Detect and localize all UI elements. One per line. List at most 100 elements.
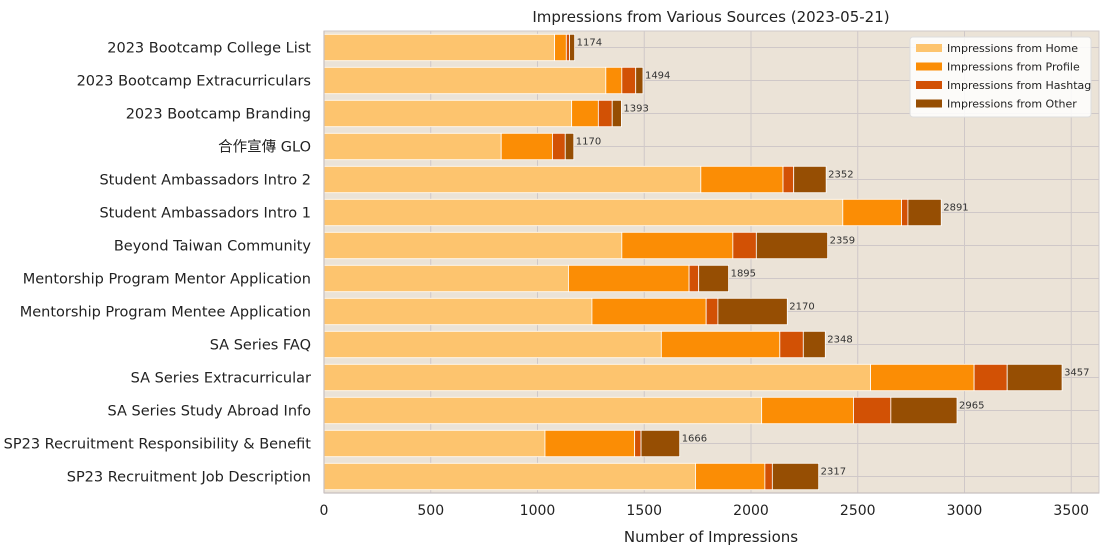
bar-segment-impressions-from-home [323, 396, 763, 425]
bar-segment-impressions-from-hashtag [597, 99, 613, 128]
plot-area: 0 500 1000 1500 2000 2500 3000 3500 2317 SP23 Rec… [4, 30, 1100, 519]
y-category-label: Beyond Taiwan Community [114, 239, 312, 255]
x-tick-label: 3000 [947, 503, 983, 519]
bar-segment-impressions-from-profile [870, 363, 975, 392]
y-category-label: Student Ambassadors Intro 2 [99, 173, 311, 189]
bar-total-label: 2352 [828, 170, 853, 181]
y-category-label: Student Ambassadors Intro 1 [99, 206, 311, 222]
bar-segment-impressions-from-other [717, 297, 788, 326]
bar-segment-impressions-from-hashtag [565, 33, 570, 62]
bar-segment-impressions-from-home [323, 264, 569, 293]
bar-total-label: 1895 [731, 269, 756, 280]
bar-total-label: 2359 [830, 236, 855, 247]
bar-total-label: 2317 [821, 467, 846, 478]
bar-segment-impressions-from-profile [761, 396, 854, 425]
bar-total-label: 1174 [577, 38, 602, 49]
x-tick-label: 1000 [520, 503, 556, 519]
y-category-label: 2023 Bootcamp Branding [126, 107, 311, 123]
bar-segment-impressions-from-home [323, 165, 702, 194]
legend-swatch [916, 44, 942, 52]
y-category-label: SP23 Recruitment Responsibility & Benefi… [4, 437, 312, 453]
chart-title: Impressions from Various Sources (2023-0… [532, 8, 889, 26]
legend-swatch [916, 62, 942, 71]
bar-total-label: 3457 [1064, 368, 1089, 379]
legend-swatch [916, 99, 942, 108]
legend-label: Impressions from Other [947, 98, 1077, 111]
bar-segment-impressions-from-other [802, 330, 826, 359]
bar-total-label: 2891 [943, 203, 968, 214]
y-category-label: SA Series Study Abroad Info [108, 404, 312, 420]
bar-segment-impressions-from-home [323, 33, 555, 62]
bar-total-label: 2965 [959, 401, 984, 412]
bar-segment-impressions-from-other [635, 66, 644, 95]
bar-segment-impressions-from-other [640, 429, 681, 458]
bar-segment-impressions-from-home [323, 99, 573, 128]
bar-segment-impressions-from-home [323, 363, 871, 392]
bar-segment-impressions-from-home [323, 66, 607, 95]
bar-segment-impressions-from-profile [700, 165, 784, 194]
y-category-label: 2023 Bootcamp Extracurriculars [77, 74, 311, 90]
bar-segment-impressions-from-hashtag [853, 396, 892, 425]
y-category-label: 2023 Bootcamp College List [107, 41, 311, 57]
bar-segment-impressions-from-profile [544, 429, 636, 458]
x-axis-label: Number of Impressions [624, 528, 798, 546]
bar-segment-impressions-from-profile [571, 99, 599, 128]
bar-segment-impressions-from-hashtag [901, 198, 909, 227]
bar-segment-impressions-from-other [907, 198, 942, 227]
bar-segment-impressions-from-hashtag [552, 132, 566, 161]
y-category-label: SA Series FAQ [210, 338, 311, 354]
legend-swatch [916, 81, 942, 89]
bar-segment-impressions-from-profile [500, 132, 553, 161]
bar-segment-impressions-from-other [755, 231, 829, 260]
bar-segment-impressions-from-other [611, 99, 622, 128]
bar-segment-impressions-from-hashtag [688, 264, 700, 293]
legend: Impressions from Home Impressions from Pr… [909, 36, 1092, 118]
bar-total-label: 1170 [576, 137, 601, 148]
bar-segment-impressions-from-home [323, 198, 844, 227]
y-category-label: Mentorship Program Mentor Application [23, 272, 311, 288]
legend-label: Impressions from Hashtag [947, 79, 1091, 92]
bar-segment-impressions-from-profile [695, 462, 766, 491]
bar-segment-impressions-from-other [698, 264, 729, 293]
bar-total-label: 2170 [789, 302, 814, 313]
bar-segment-impressions-from-profile [842, 198, 902, 227]
bar-segment-impressions-from-profile [621, 231, 734, 260]
y-category-label: 合作宣傳 GLO [218, 139, 311, 156]
bar-segment-impressions-from-other [564, 132, 575, 161]
bar-segment-impressions-from-profile [591, 297, 707, 326]
x-tick-label: 1500 [626, 503, 662, 519]
bar-segment-impressions-from-hashtag [782, 165, 795, 194]
bar-segment-impressions-from-profile [554, 33, 567, 62]
bar-segment-impressions-from-hashtag [764, 462, 773, 491]
bar-total-label: 1494 [645, 71, 670, 82]
legend-label: Impressions from Profile [947, 61, 1080, 74]
bar-segment-impressions-from-hashtag [634, 429, 642, 458]
bar-segment-impressions-from-home [323, 330, 662, 359]
bar-segment-impressions-from-hashtag [705, 297, 719, 326]
legend-box [909, 36, 1092, 118]
bar-segment-impressions-from-home [323, 231, 623, 260]
bar-segment-impressions-from-hashtag [779, 330, 804, 359]
bar-segment-impressions-from-hashtag [973, 363, 1008, 392]
y-category-label: SP23 Recruitment Job Description [67, 470, 311, 486]
bar-total-label: 1666 [682, 434, 707, 445]
bar-segment-impressions-from-home [323, 297, 593, 326]
bar-segment-impressions-from-hashtag [732, 231, 757, 260]
bar-segment-impressions-from-other [1006, 363, 1063, 392]
bar-total-label: 1393 [623, 104, 648, 115]
bar-segment-impressions-from-other [771, 462, 820, 491]
x-tick-label: 2000 [733, 503, 769, 519]
y-category-label: Mentorship Program Mentee Application [20, 305, 311, 321]
x-tick-label: 500 [417, 503, 444, 519]
y-category-label: SA Series Extracurricular [131, 371, 311, 387]
bar-segment-impressions-from-other [569, 33, 576, 62]
bar-segment-impressions-from-profile [568, 264, 690, 293]
bar-segment-impressions-from-other [890, 396, 958, 425]
x-tick-label: 2500 [840, 503, 876, 519]
bar-segment-impressions-from-other [793, 165, 827, 194]
x-tick-label: 0 [320, 503, 329, 519]
bar-segment-impressions-from-hashtag [621, 66, 637, 95]
bar-segment-impressions-from-home [323, 462, 696, 491]
